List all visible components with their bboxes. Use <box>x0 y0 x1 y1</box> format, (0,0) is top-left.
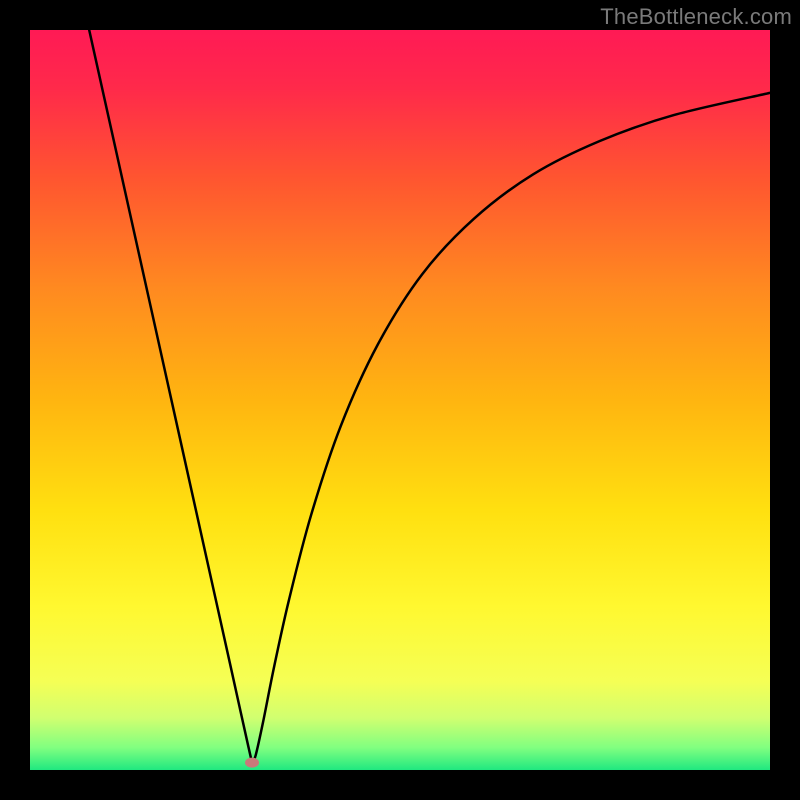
watermark-text: TheBottleneck.com <box>600 4 792 30</box>
gradient-background <box>30 30 770 770</box>
plot-area <box>30 30 770 770</box>
plot-svg <box>30 30 770 770</box>
chart-frame: TheBottleneck.com <box>0 0 800 800</box>
minimum-marker <box>245 758 259 768</box>
